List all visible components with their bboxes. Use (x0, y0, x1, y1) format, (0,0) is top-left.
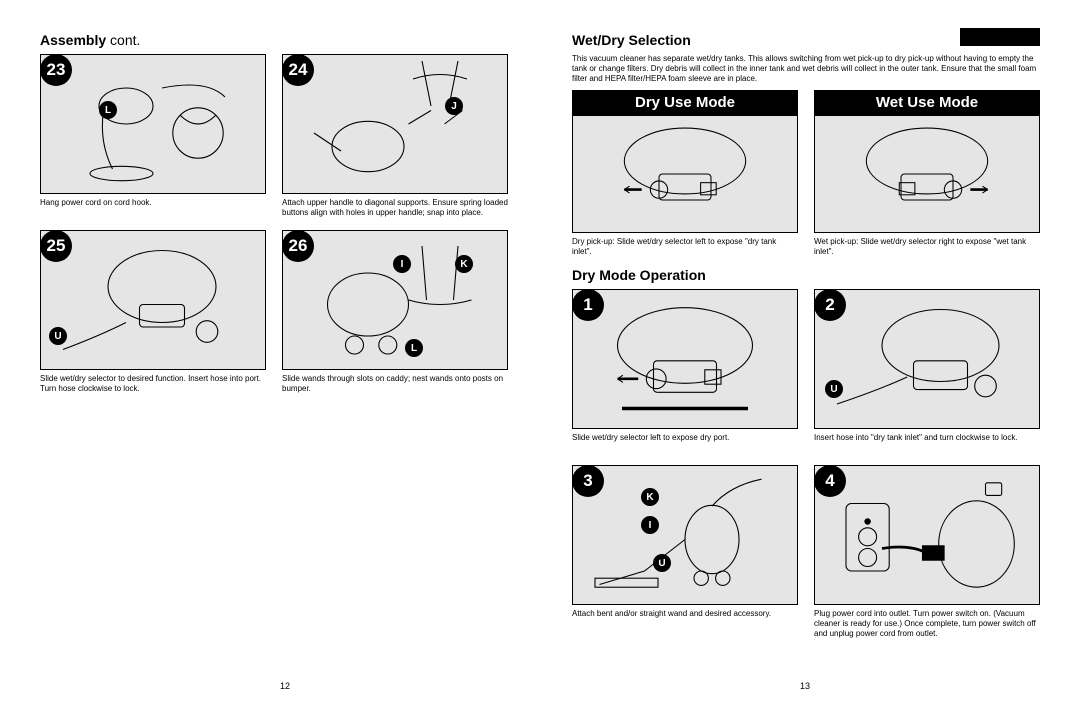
dry-op-grid: 1 Slide wet/dry selector left to expose … (572, 289, 1040, 639)
lineart (821, 122, 1033, 226)
caption: Hang power cord on cord hook. (40, 198, 266, 220)
caption: Slide wands through slots on caddy; nest… (282, 374, 508, 396)
wet-mode-img (814, 115, 1040, 233)
dry-mode-img (572, 115, 798, 233)
caption: Insert hose into "dry tank inlet" and tu… (814, 433, 1040, 455)
lineart (47, 237, 259, 363)
assembly-grid: 23 L Hang power cord on cord hook. 24 J (40, 54, 508, 396)
page-num-right: 13 (800, 681, 810, 691)
title-bold: Assembly (40, 32, 106, 48)
panel-4-img: 4 (814, 465, 1040, 605)
edge-tab (960, 28, 1040, 46)
panel-4: 4 Plug power cord into outlet. Turn powe… (814, 465, 1040, 639)
page-spread: Assembly cont. 23 L Hang power cord on c… (40, 32, 1040, 639)
caption: Attach upper handle to diagonal supports… (282, 198, 508, 220)
lineart (289, 237, 501, 363)
caption: Dry pick-up: Slide wet/dry selector left… (572, 237, 798, 259)
panel-2-img: 2 U (814, 289, 1040, 429)
panel-3: 3 K I U Attach bent and/or straight wand… (572, 465, 798, 639)
lineart (289, 61, 501, 187)
lineart (821, 296, 1033, 422)
right-page: Wet/Dry Selection This vacuum cleaner ha… (572, 32, 1040, 639)
panel-3-img: 3 K I U (572, 465, 798, 605)
lineart (579, 122, 791, 226)
panel-25-img: 25 U (40, 230, 266, 370)
caption: Attach bent and/or straight wand and des… (572, 609, 798, 631)
lineart (579, 296, 791, 422)
left-page: Assembly cont. 23 L Hang power cord on c… (40, 32, 508, 639)
panel-25: 25 U Slide wet/dry selector to desired f… (40, 230, 266, 396)
dry-op-title: Dry Mode Operation (572, 267, 1040, 283)
page-num-left: 12 (280, 681, 290, 691)
caption: Plug power cord into outlet. Turn power … (814, 609, 1040, 639)
title-light: cont. (106, 32, 140, 48)
panel-24-img: 24 J (282, 54, 508, 194)
panel-1: 1 Slide wet/dry selector left to expose … (572, 289, 798, 455)
caption: Slide wet/dry selector to desired functi… (40, 374, 266, 396)
lineart (579, 472, 791, 598)
panel-24: 24 J Attach upper handle to diagonal sup… (282, 54, 508, 220)
panel-1-img: 1 (572, 289, 798, 429)
panel-23: 23 L Hang power cord on cord hook. (40, 54, 266, 220)
assembly-title: Assembly cont. (40, 32, 508, 48)
wet-mode-header: Wet Use Mode (814, 90, 1040, 115)
wetdry-intro: This vacuum cleaner has separate wet/dry… (572, 54, 1040, 84)
wet-mode-panel: Wet Use Mode Wet pick-up: Slide wet/dry … (814, 90, 1040, 259)
panel-26: 26 I K L Slide wands through slots on ca… (282, 230, 508, 396)
lineart (47, 61, 259, 187)
dry-mode-header: Dry Use Mode (572, 90, 798, 115)
caption: Wet pick-up: Slide wet/dry selector righ… (814, 237, 1040, 259)
dry-mode-panel: Dry Use Mode Dry pick-up: Slide wet/dry … (572, 90, 798, 259)
panel-2: 2 U Insert hose into "dry tank inlet" an… (814, 289, 1040, 455)
caption: Slide wet/dry selector left to expose dr… (572, 433, 798, 455)
mode-grid: Dry Use Mode Dry pick-up: Slide wet/dry … (572, 90, 1040, 259)
panel-26-img: 26 I K L (282, 230, 508, 370)
panel-23-img: 23 L (40, 54, 266, 194)
lineart (821, 472, 1033, 598)
